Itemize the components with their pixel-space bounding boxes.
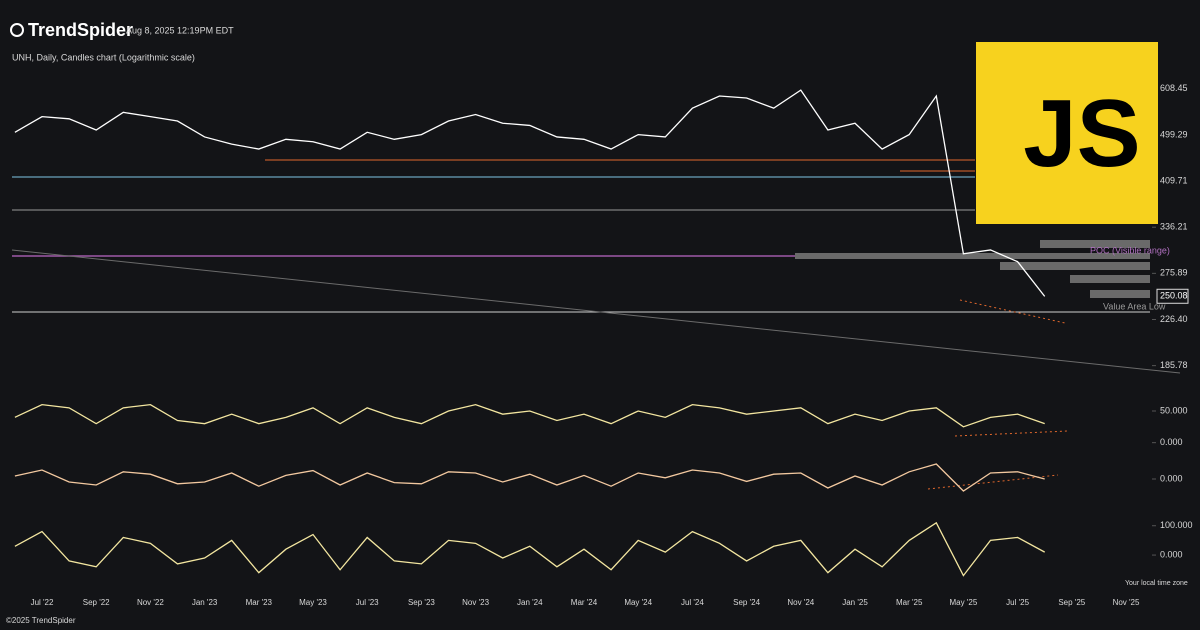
copyright: ©2025 TrendSpider [6, 616, 76, 625]
footnote: Your local time zone [1125, 580, 1188, 587]
profile-bar [1000, 262, 1150, 270]
x-tick-label: May '23 [299, 598, 327, 607]
y-tick-label: 608.45 [1160, 83, 1188, 93]
y-tick-label: 185.78 [1160, 360, 1188, 370]
x-tick-label: Jul '24 [681, 598, 704, 607]
series-line [14, 463, 1045, 492]
x-tick-label: May '25 [950, 598, 978, 607]
x-tick-label: Sep '24 [733, 598, 760, 607]
chart-title: UNH, Daily, Candles chart (Logarithmic s… [12, 52, 195, 62]
x-tick-label: Jul '22 [31, 598, 54, 607]
y-tick-label: 499.29 [1160, 129, 1188, 139]
x-tick-label: Jan '24 [517, 598, 543, 607]
series-line [14, 521, 1046, 577]
profile-bar [1090, 290, 1150, 298]
trend-line [927, 474, 1059, 490]
logo-text: JS [1023, 80, 1140, 187]
last-price-box [1156, 288, 1189, 304]
x-tick-label: Mar '25 [896, 598, 923, 607]
x-tick-label: Sep '25 [1058, 598, 1085, 607]
y-tick-label: 0.000 [1160, 473, 1183, 483]
y-tick-label: 336.21 [1160, 222, 1188, 232]
annotation: Value Area Low [1103, 301, 1166, 311]
x-tick-label: Jan '25 [842, 598, 868, 607]
series-line [14, 403, 1045, 428]
x-tick-label: Jul '25 [1006, 598, 1029, 607]
x-tick-label: Nov '24 [787, 598, 814, 607]
x-tick-label: May '24 [624, 598, 652, 607]
profile-bar [1070, 275, 1150, 283]
profile-bar [795, 253, 1150, 259]
logo-box [976, 42, 1158, 224]
x-tick-label: Jul '23 [356, 598, 379, 607]
volume-profile [795, 240, 1150, 298]
x-tick-label: Mar '24 [571, 598, 598, 607]
series-line [14, 89, 1046, 297]
y-tick-label: 100.000 [1160, 520, 1193, 530]
timestamp: Aug 8, 2025 12:19PM EDT [126, 25, 234, 35]
x-tick-label: Sep '23 [408, 598, 435, 607]
x-tick-label: Nov '23 [462, 598, 489, 607]
annotation: POC (Visible range) [1090, 245, 1170, 255]
x-tick-label: Sep '22 [83, 598, 110, 607]
x-tick-label: Jan '23 [192, 598, 218, 607]
y-tick-label: 0.000 [1160, 549, 1183, 559]
last-price-label: 250.08 [1160, 291, 1188, 301]
y-tick-label: 50.000 [1160, 405, 1188, 415]
plot-area: Jul '22 Sep '22 Nov '22 Jan '23 Mar '23 May '… [14, 83, 1193, 607]
y-tick-label: 226.40 [1160, 314, 1188, 324]
x-tick-label: Mar '23 [246, 598, 273, 607]
y-tick-label: 275.89 [1160, 268, 1188, 278]
x-tick-label: Nov '25 [1113, 598, 1140, 607]
profile-bar [1040, 240, 1150, 248]
brand: TrendSpider [28, 20, 133, 40]
brand-icon [10, 23, 24, 37]
trend-line [11, 249, 1181, 374]
y-tick-label: 409.71 [1160, 175, 1188, 185]
y-tick-label: 0.000 [1160, 437, 1183, 447]
trend-line [954, 430, 1069, 437]
x-tick-label: Nov '22 [137, 598, 164, 607]
